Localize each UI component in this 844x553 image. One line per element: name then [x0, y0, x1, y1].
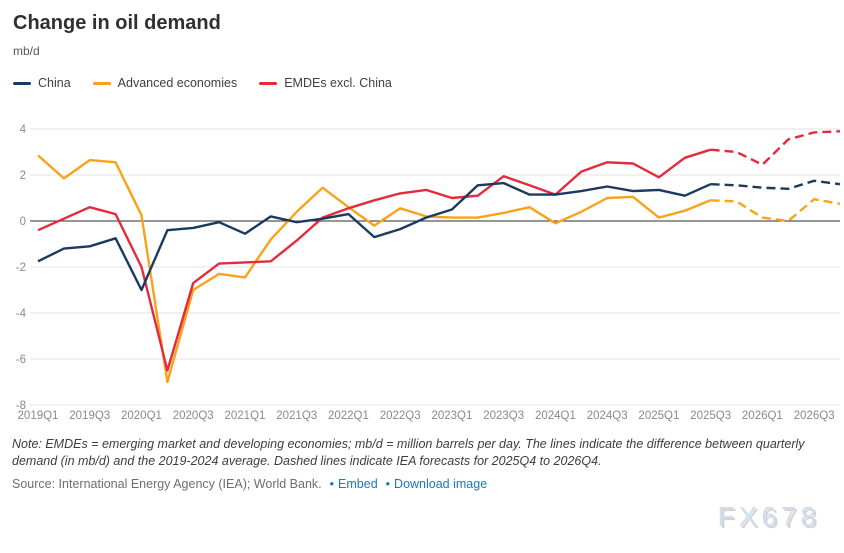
svg-text:0: 0 — [20, 216, 26, 228]
svg-text:2025Q3: 2025Q3 — [690, 410, 731, 422]
bullet-separator: • — [385, 477, 391, 491]
svg-text:2020Q1: 2020Q1 — [121, 410, 162, 422]
svg-text:2020Q3: 2020Q3 — [173, 410, 214, 422]
legend-item-emdes[interactable]: EMDEs excl. China — [259, 76, 392, 90]
embed-link[interactable]: Embed — [338, 477, 378, 491]
legend-item-china[interactable]: China — [13, 76, 71, 90]
source-text: Source: International Energy Agency (IEA… — [12, 477, 322, 491]
advanced-economies-line-swatch-icon — [92, 81, 111, 85]
chart-note: Note: EMDEs = emerging market and develo… — [12, 437, 805, 469]
svg-text:2022Q3: 2022Q3 — [380, 410, 421, 422]
watermark: FX678 — [717, 501, 820, 532]
svg-text:2026Q1: 2026Q1 — [742, 410, 783, 422]
china-line-swatch-icon — [13, 81, 31, 85]
page-title: Change in oil demand — [13, 12, 221, 34]
svg-text:2022Q1: 2022Q1 — [328, 410, 369, 422]
legend-label: Advanced economies — [117, 76, 238, 90]
svg-text:4: 4 — [20, 124, 27, 136]
source-line: Source: International Energy Agency (IEA… — [12, 477, 487, 491]
legend: China Advanced economies EMDEs excl. Chi… — [13, 76, 392, 90]
unit-label: mb/d — [13, 44, 40, 58]
svg-text:2023Q1: 2023Q1 — [431, 410, 472, 422]
svg-text:2025Q1: 2025Q1 — [638, 410, 679, 422]
svg-text:-2: -2 — [16, 262, 26, 274]
svg-text:2021Q1: 2021Q1 — [224, 410, 265, 422]
legend-label: EMDEs excl. China — [284, 76, 392, 90]
legend-label: China — [38, 76, 71, 90]
bullet-separator: • — [329, 477, 335, 491]
svg-text:2023Q3: 2023Q3 — [483, 410, 524, 422]
svg-text:-8: -8 — [16, 400, 26, 412]
svg-text:2024Q3: 2024Q3 — [587, 410, 628, 422]
svg-text:2019Q1: 2019Q1 — [18, 410, 59, 422]
download-image-link[interactable]: Download image — [394, 477, 488, 491]
svg-text:-6: -6 — [16, 354, 26, 366]
svg-text:2024Q1: 2024Q1 — [535, 410, 576, 422]
legend-item-advanced-economies[interactable]: Advanced economies — [92, 76, 238, 90]
svg-text:2: 2 — [20, 170, 26, 182]
svg-text:2021Q3: 2021Q3 — [276, 410, 317, 422]
svg-text:2019Q3: 2019Q3 — [69, 410, 110, 422]
svg-text:2026Q3: 2026Q3 — [794, 410, 835, 422]
svg-text:-4: -4 — [16, 308, 27, 320]
emdes-line-swatch-icon — [259, 81, 278, 85]
